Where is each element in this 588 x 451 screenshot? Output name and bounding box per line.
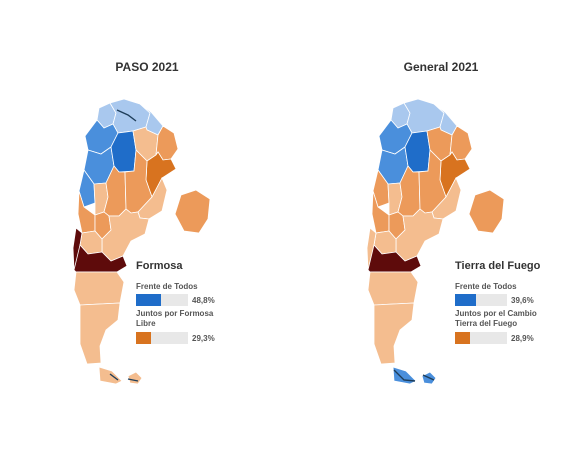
province-tierra-del-fuego[interactable] [392, 366, 417, 385]
tooltip-row-1-bar-fill [455, 294, 476, 306]
tooltip-row-1-value: 39,6% [511, 296, 534, 305]
province-santa-cruz[interactable] [79, 302, 121, 365]
province-caba[interactable] [468, 189, 505, 234]
coastline-accent [422, 374, 435, 381]
province-caba[interactable] [174, 189, 211, 234]
tooltip-row-1-bar [455, 294, 507, 306]
province-santa-cruz[interactable] [373, 302, 415, 365]
province-rio-negro[interactable] [73, 244, 128, 273]
tooltip-row-1-label: Frente de Todos [455, 282, 517, 291]
tooltip-row-2-value: 29,3% [192, 334, 215, 343]
general-panel: General 2021 Tierra del Fuego Frente de … [294, 0, 588, 451]
panel-title: PASO 2021 [115, 60, 179, 74]
panel-title: General 2021 [403, 60, 479, 74]
tooltip-row-2-label: Juntos por el Cambio Tierra del Fuego [455, 309, 537, 328]
province-rio-negro[interactable] [367, 244, 422, 273]
tooltip-row-1-bar-fill [136, 294, 161, 306]
tooltip-row-1-label: Frente de Todos [136, 282, 198, 291]
tooltip-row-2-label: Juntos por Formosa Libre [136, 309, 214, 328]
coastline-accent [109, 373, 119, 381]
province-la-rioja[interactable] [372, 169, 390, 208]
tooltip-row-2-bar [455, 332, 507, 344]
province-chubut[interactable] [367, 271, 419, 306]
coastline-accent [116, 109, 137, 122]
argentina-map-general[interactable] [294, 0, 588, 451]
tooltip-row-2-value: 28,9% [511, 334, 534, 343]
paso-panel: PASO 2021 Formosa Frente de Todos 48,8% … [0, 0, 294, 451]
tooltip-row-2-bar-fill [455, 332, 470, 344]
coastline-accent [127, 378, 139, 382]
province-tierra-del-fuego[interactable] [98, 366, 123, 385]
argentina-map-paso[interactable] [0, 0, 294, 451]
tooltip-row-1-value: 48,8% [192, 296, 215, 305]
tooltip-row-2-bar-fill [136, 332, 151, 344]
tooltip-row-1-bar [136, 294, 188, 306]
tooltip-title: Formosa [136, 260, 183, 272]
coastline-accent [393, 369, 416, 382]
province-la-rioja[interactable] [78, 169, 96, 208]
province-chubut[interactable] [73, 271, 125, 306]
province-malvinas[interactable] [127, 371, 143, 385]
tooltip-row-2-bar [136, 332, 188, 344]
tooltip-title: Tierra del Fuego [455, 260, 541, 272]
